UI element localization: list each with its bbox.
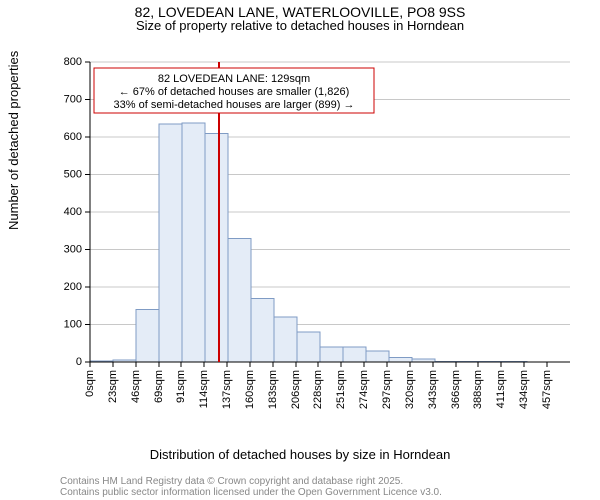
footer-line-2: Contains public sector information licen…	[60, 487, 442, 498]
annotation-line: ← 67% of detached houses are smaller (1,…	[119, 86, 350, 98]
histogram-bar	[343, 347, 366, 362]
y-tick-label: 600	[64, 131, 82, 143]
x-tick-label: 114sqm	[198, 370, 210, 408]
y-tick-label: 500	[64, 168, 82, 180]
x-tick-label: 206sqm	[290, 370, 302, 409]
histogram-bar	[274, 317, 297, 362]
y-tick-label: 0	[76, 356, 82, 368]
x-tick-label: 434sqm	[518, 370, 530, 409]
x-tick-label: 160sqm	[244, 370, 256, 409]
chart-subtitle: Size of property relative to detached ho…	[0, 18, 600, 33]
histogram-bar	[205, 133, 228, 362]
x-tick-label: 251sqm	[335, 370, 347, 409]
footer: Contains HM Land Registry data © Crown c…	[60, 476, 442, 498]
histogram-plot: 0 100 200 300 400 500 600 700 800 0sqm 23sqm 46sqm 6…	[60, 52, 580, 422]
chart-area: 0 100 200 300 400 500 600 700 800 0sqm 23sqm 46sqm 6…	[60, 52, 580, 422]
histogram-bar	[389, 358, 412, 363]
x-tick-label: 274sqm	[358, 370, 370, 409]
y-tick-label: 400	[64, 206, 82, 218]
x-tick-label: 366sqm	[450, 370, 462, 409]
x-tick-label: 137sqm	[221, 370, 233, 409]
histogram-bar	[159, 124, 182, 362]
x-tick-label: 343sqm	[427, 370, 439, 409]
x-tick-label: 183sqm	[267, 370, 279, 409]
footer-line-1: Contains HM Land Registry data © Crown c…	[60, 476, 442, 487]
x-tick-label: 0sqm	[84, 370, 96, 397]
x-tick-label: 411sqm	[495, 370, 507, 408]
y-tick-label: 300	[64, 243, 82, 255]
x-axis-label: Distribution of detached houses by size …	[0, 447, 600, 462]
x-tick-label: 297sqm	[381, 370, 393, 409]
y-tick-label: 100	[64, 318, 82, 330]
y-tick-label: 200	[64, 281, 82, 293]
histogram-bar	[297, 332, 320, 362]
histogram-bar	[182, 123, 205, 362]
x-tick-label: 23sqm	[107, 370, 119, 403]
x-tick-label: 46sqm	[130, 370, 142, 403]
y-axis-label: Number of detached properties	[6, 51, 21, 230]
x-tick-label: 388sqm	[472, 370, 484, 409]
histogram-bar	[366, 351, 389, 362]
annotation-line: 82 LOVEDEAN LANE: 129sqm	[158, 73, 310, 85]
histogram-bar	[228, 238, 251, 362]
annotation-line: 33% of semi-detached houses are larger (…	[114, 99, 355, 111]
x-tick-label: 91sqm	[175, 370, 187, 403]
y-tick-label: 700	[64, 93, 82, 105]
histogram-bar	[251, 298, 274, 362]
x-tick-label: 320sqm	[404, 370, 416, 409]
histogram-bar	[320, 347, 343, 362]
x-tick-label: 228sqm	[312, 370, 324, 409]
histogram-bar	[136, 310, 159, 363]
x-tick-label: 69sqm	[153, 370, 165, 403]
x-tick-label: 457sqm	[541, 370, 553, 409]
y-tick-label: 800	[64, 56, 82, 68]
